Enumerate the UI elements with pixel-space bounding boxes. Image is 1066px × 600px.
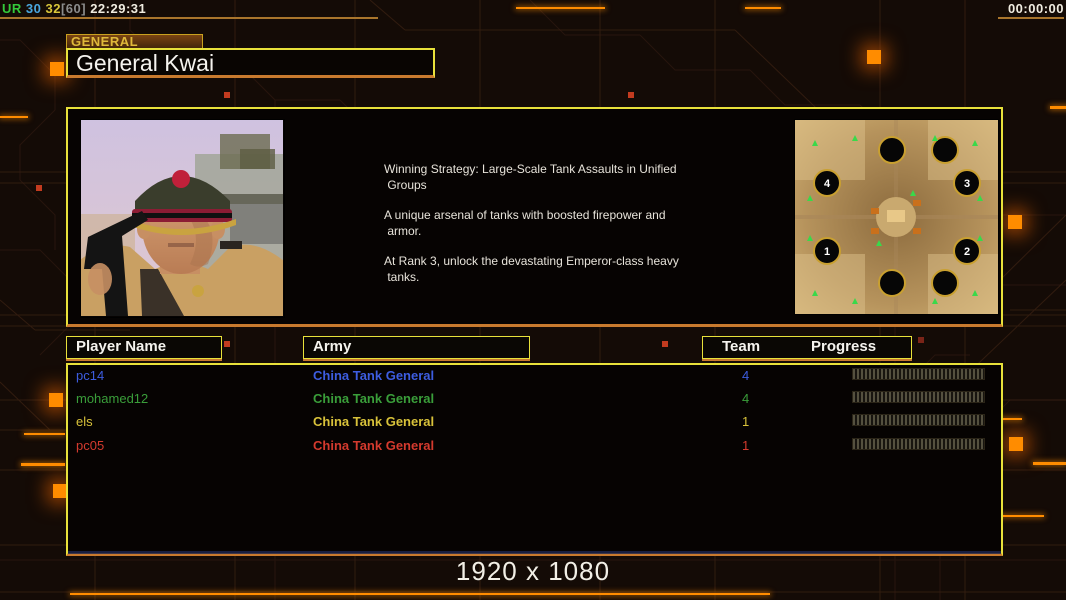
svg-text:1: 1	[824, 246, 830, 258]
svg-text:4: 4	[824, 178, 831, 190]
svg-text:2: 2	[964, 246, 970, 258]
svg-text:3: 3	[964, 178, 970, 190]
